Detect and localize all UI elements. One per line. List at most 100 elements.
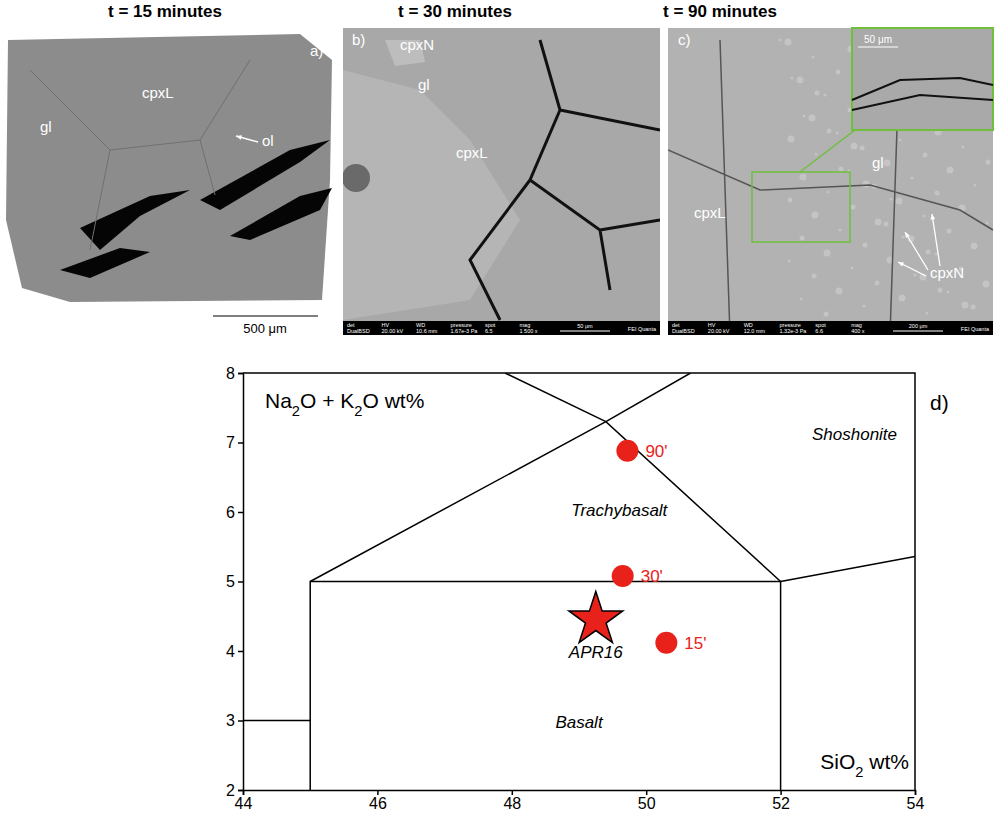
crack <box>470 40 660 320</box>
series <box>569 591 623 642</box>
field-boundary <box>781 556 915 581</box>
zoom-leader <box>800 130 855 172</box>
grain-boundary <box>30 60 250 250</box>
speckle <box>791 77 794 80</box>
speckle <box>809 115 816 122</box>
tick-label: 50 <box>638 795 656 812</box>
arrow <box>905 232 928 270</box>
y-axis: 2345678 <box>226 365 243 799</box>
tick-label: 5 <box>226 573 235 590</box>
speckle <box>974 184 977 187</box>
speckle <box>812 56 815 59</box>
plot-area <box>243 373 915 790</box>
phase-label: gl <box>40 118 52 135</box>
tick-label: 7 <box>226 434 235 451</box>
point-label: APR16 <box>568 643 623 662</box>
field-boundary <box>243 720 310 722</box>
speckle <box>800 174 807 181</box>
micrograph-panel: detDualBSDHV20.00 kVWD10.6 mmpressure1.6… <box>342 2 660 335</box>
x-axis: 444648505254 <box>235 790 925 812</box>
info-value: 1.67e-3 Pa <box>451 328 479 334</box>
panel-title: t = 15 minutes <box>108 2 222 21</box>
matrix <box>668 28 993 335</box>
data-point <box>655 632 677 654</box>
phase-label: cpxL <box>142 84 174 101</box>
speckle <box>899 139 902 142</box>
speckle <box>839 167 844 172</box>
figure: 500 μmt = 15 minutesa)glcpxLoldetDualBSD… <box>0 0 995 820</box>
tick: 48 <box>503 790 521 812</box>
brand: FEI Quanta <box>961 326 990 332</box>
speckle <box>851 205 856 210</box>
inset-scale-label: 50 μm <box>864 34 892 45</box>
speckle <box>863 243 868 248</box>
bubble <box>343 164 370 192</box>
info-value: 12.0 mm <box>744 328 766 334</box>
inset-bg <box>852 28 993 130</box>
tick: 46 <box>369 790 387 812</box>
speckle <box>815 91 820 96</box>
micrograph-panel: 500 μmt = 15 minutesa)glcpxLol <box>6 2 332 336</box>
tick-mark <box>238 512 243 514</box>
speckle <box>947 291 950 294</box>
phase-label: cpxN <box>930 264 964 281</box>
micrograph <box>6 34 332 302</box>
info-value: 6.6 <box>815 328 823 334</box>
phase-label: cpxL <box>456 144 488 161</box>
info-value: 400 x <box>851 328 865 334</box>
speckle <box>923 215 926 218</box>
tick-label: 2 <box>226 782 235 799</box>
inset-scale-bar <box>858 46 898 47</box>
tick: 8 <box>226 365 243 382</box>
arrow-head <box>905 232 910 238</box>
crystal <box>343 70 520 320</box>
speckle <box>971 305 976 310</box>
phase-label: cpxL <box>694 204 726 221</box>
speckle <box>836 132 839 135</box>
arrow-head <box>236 135 242 140</box>
tick: 3 <box>226 712 243 729</box>
info-value: 1.32e-3 Pa <box>780 328 808 334</box>
speckle <box>824 94 827 97</box>
scale-bar-label: 50 μm <box>577 323 593 329</box>
tick: 7 <box>226 434 243 451</box>
point-label: 30' <box>641 567 663 586</box>
speckle <box>815 153 818 156</box>
tick: 2 <box>226 782 243 799</box>
speckle <box>875 281 880 286</box>
arrow-head <box>931 214 936 220</box>
tick: 54 <box>907 790 925 812</box>
speckle <box>788 260 791 263</box>
phase-label: gl <box>418 76 430 93</box>
speckle <box>788 198 793 203</box>
speckle <box>785 39 792 46</box>
point-label: 15' <box>684 634 706 653</box>
point-label: 90' <box>645 442 667 461</box>
axis-title: Na2O + K2O wt% <box>265 389 424 419</box>
info-value: 1 500 x <box>520 328 538 334</box>
tick-label: 54 <box>907 795 925 812</box>
data-point <box>612 565 634 587</box>
speckle <box>863 305 866 308</box>
panel-letter: a) <box>310 42 323 59</box>
scale-bar <box>213 315 318 316</box>
tick-label: 6 <box>226 504 235 521</box>
sample <box>6 34 332 302</box>
tick: 6 <box>226 504 243 521</box>
crack <box>230 188 332 240</box>
speckle <box>896 198 903 205</box>
speckle <box>812 274 817 279</box>
info-bar: detDualBSDHV20.00 kVWD12.0 mmpressure1.3… <box>668 321 993 335</box>
speckle <box>923 153 928 158</box>
tick-mark <box>238 581 243 583</box>
speckle <box>884 222 889 227</box>
speckle <box>947 229 952 234</box>
inset: 50 μm <box>852 28 993 130</box>
speckle <box>971 243 978 250</box>
micrograph <box>343 28 660 335</box>
speckle <box>863 181 870 188</box>
speckle <box>800 298 803 301</box>
panel-letter: b) <box>352 31 365 48</box>
speckle <box>962 302 969 309</box>
info-value: DualBSD <box>672 328 695 334</box>
